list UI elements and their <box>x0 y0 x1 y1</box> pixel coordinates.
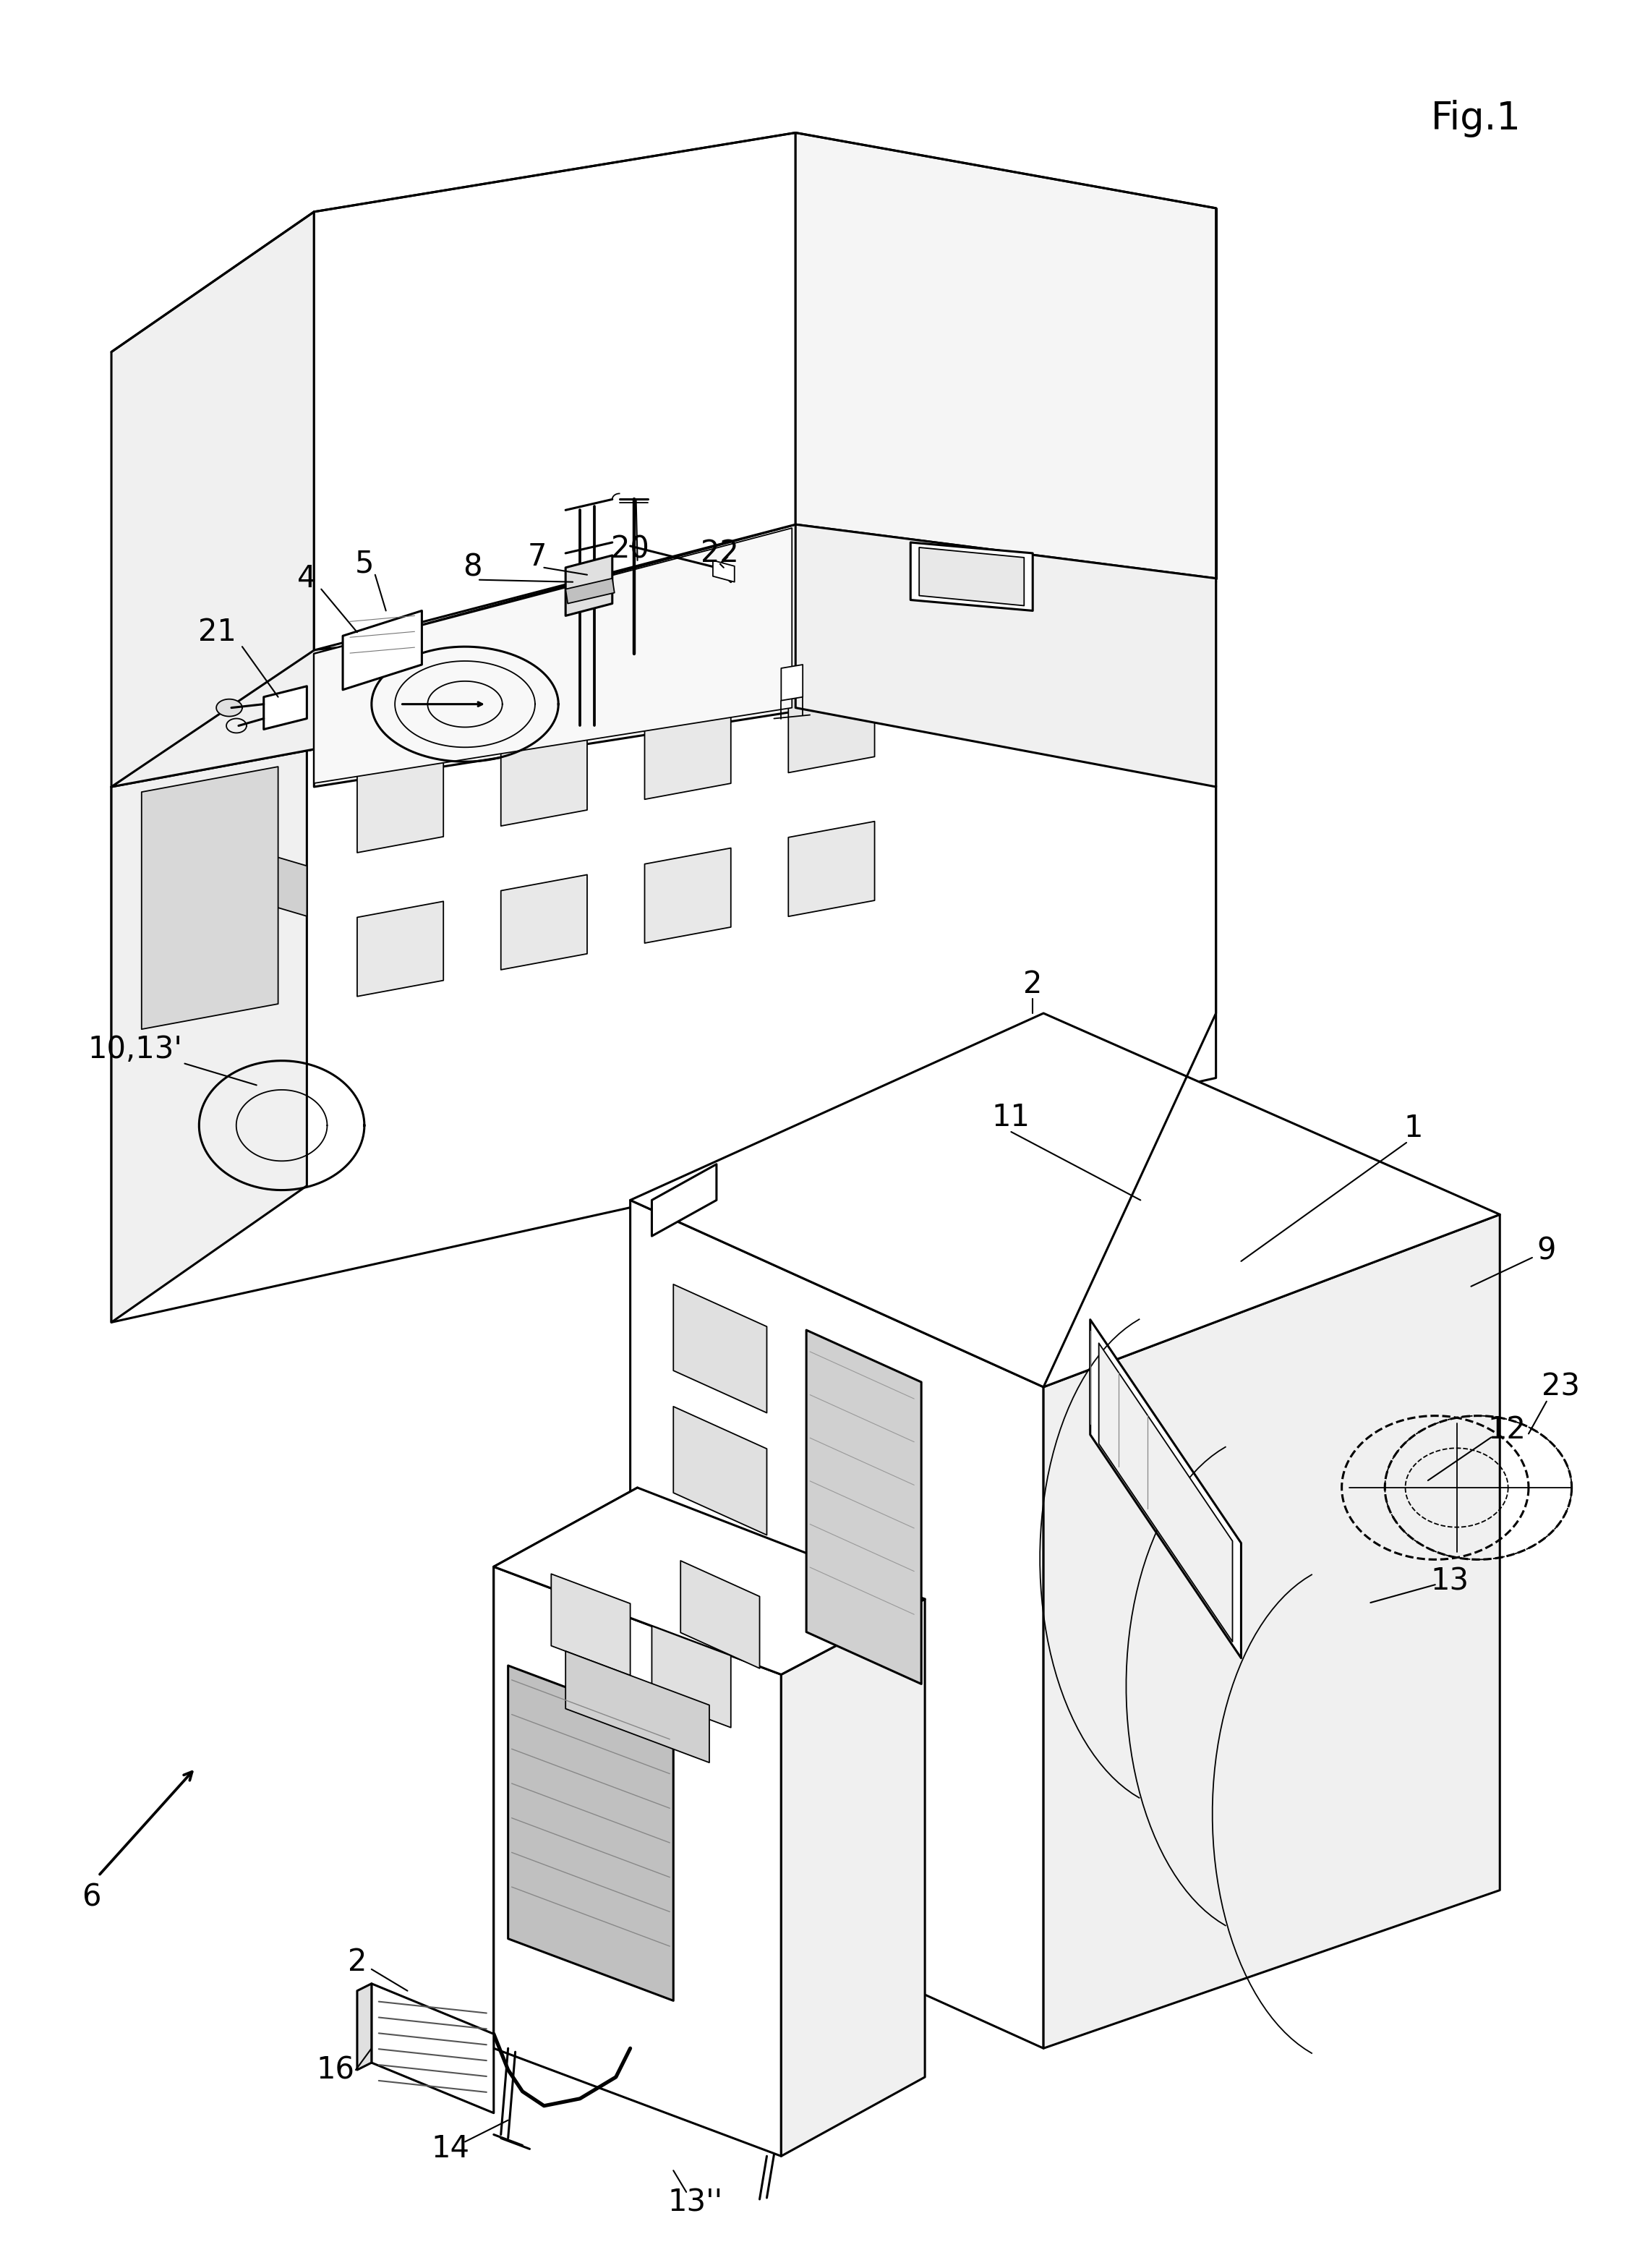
Polygon shape <box>566 1651 709 1762</box>
Polygon shape <box>314 528 791 782</box>
Text: 12: 12 <box>1489 1415 1527 1445</box>
Polygon shape <box>651 1163 717 1236</box>
Polygon shape <box>712 560 734 583</box>
Text: 13'': 13'' <box>668 2189 722 2218</box>
Polygon shape <box>645 848 730 943</box>
Polygon shape <box>112 583 1216 1322</box>
Polygon shape <box>357 1984 372 2071</box>
Text: 1: 1 <box>1405 1114 1423 1143</box>
Text: 2: 2 <box>1023 968 1043 1000</box>
Text: 7: 7 <box>528 542 546 572</box>
Text: 9: 9 <box>1536 1236 1556 1266</box>
Polygon shape <box>566 556 612 615</box>
Text: 6: 6 <box>82 1882 100 1912</box>
Text: 21: 21 <box>197 617 237 646</box>
Polygon shape <box>508 1665 673 2000</box>
Text: Fig.1: Fig.1 <box>1431 100 1522 136</box>
Polygon shape <box>314 134 796 651</box>
Text: 10,13': 10,13' <box>87 1034 183 1064</box>
Polygon shape <box>112 211 314 787</box>
Polygon shape <box>357 758 444 853</box>
Polygon shape <box>551 1574 630 1676</box>
Polygon shape <box>796 134 1216 578</box>
Text: 14: 14 <box>431 2134 470 2164</box>
Polygon shape <box>500 875 587 971</box>
Polygon shape <box>494 1488 924 1674</box>
Polygon shape <box>911 542 1033 610</box>
Text: 2: 2 <box>347 1946 367 1978</box>
Polygon shape <box>630 1200 1043 2048</box>
Text: 13: 13 <box>1430 1565 1469 1597</box>
Polygon shape <box>920 547 1025 606</box>
Polygon shape <box>1099 1343 1232 1642</box>
Polygon shape <box>681 1560 760 1669</box>
Polygon shape <box>112 651 308 1322</box>
Polygon shape <box>494 1488 638 2048</box>
Polygon shape <box>781 665 803 701</box>
Polygon shape <box>630 1014 1500 1388</box>
Polygon shape <box>112 578 1216 787</box>
Polygon shape <box>141 767 278 1030</box>
Polygon shape <box>1091 1320 1240 1658</box>
Text: 4: 4 <box>298 562 316 594</box>
Polygon shape <box>788 821 875 916</box>
Text: 5: 5 <box>355 549 373 578</box>
Polygon shape <box>673 1406 767 1535</box>
Text: 16: 16 <box>316 2055 355 2084</box>
Text: 11: 11 <box>992 1102 1030 1132</box>
Polygon shape <box>342 610 421 689</box>
Polygon shape <box>781 1599 924 2157</box>
Polygon shape <box>148 819 308 916</box>
Polygon shape <box>215 699 242 717</box>
Text: 20: 20 <box>612 535 650 565</box>
Polygon shape <box>263 687 308 730</box>
Polygon shape <box>788 678 875 773</box>
Polygon shape <box>651 1626 730 1728</box>
Polygon shape <box>112 583 1216 787</box>
Polygon shape <box>494 1567 781 2157</box>
Text: 23: 23 <box>1541 1372 1581 1402</box>
Polygon shape <box>372 1984 494 2114</box>
Polygon shape <box>673 1284 767 1413</box>
Polygon shape <box>796 524 1216 787</box>
Polygon shape <box>357 900 444 996</box>
Polygon shape <box>314 524 1216 787</box>
Polygon shape <box>645 705 730 798</box>
Text: 8: 8 <box>462 553 482 583</box>
Polygon shape <box>500 730 587 826</box>
Polygon shape <box>566 578 615 603</box>
Text: 22: 22 <box>701 538 739 569</box>
Polygon shape <box>1043 1213 1500 2048</box>
Polygon shape <box>806 1329 921 1683</box>
